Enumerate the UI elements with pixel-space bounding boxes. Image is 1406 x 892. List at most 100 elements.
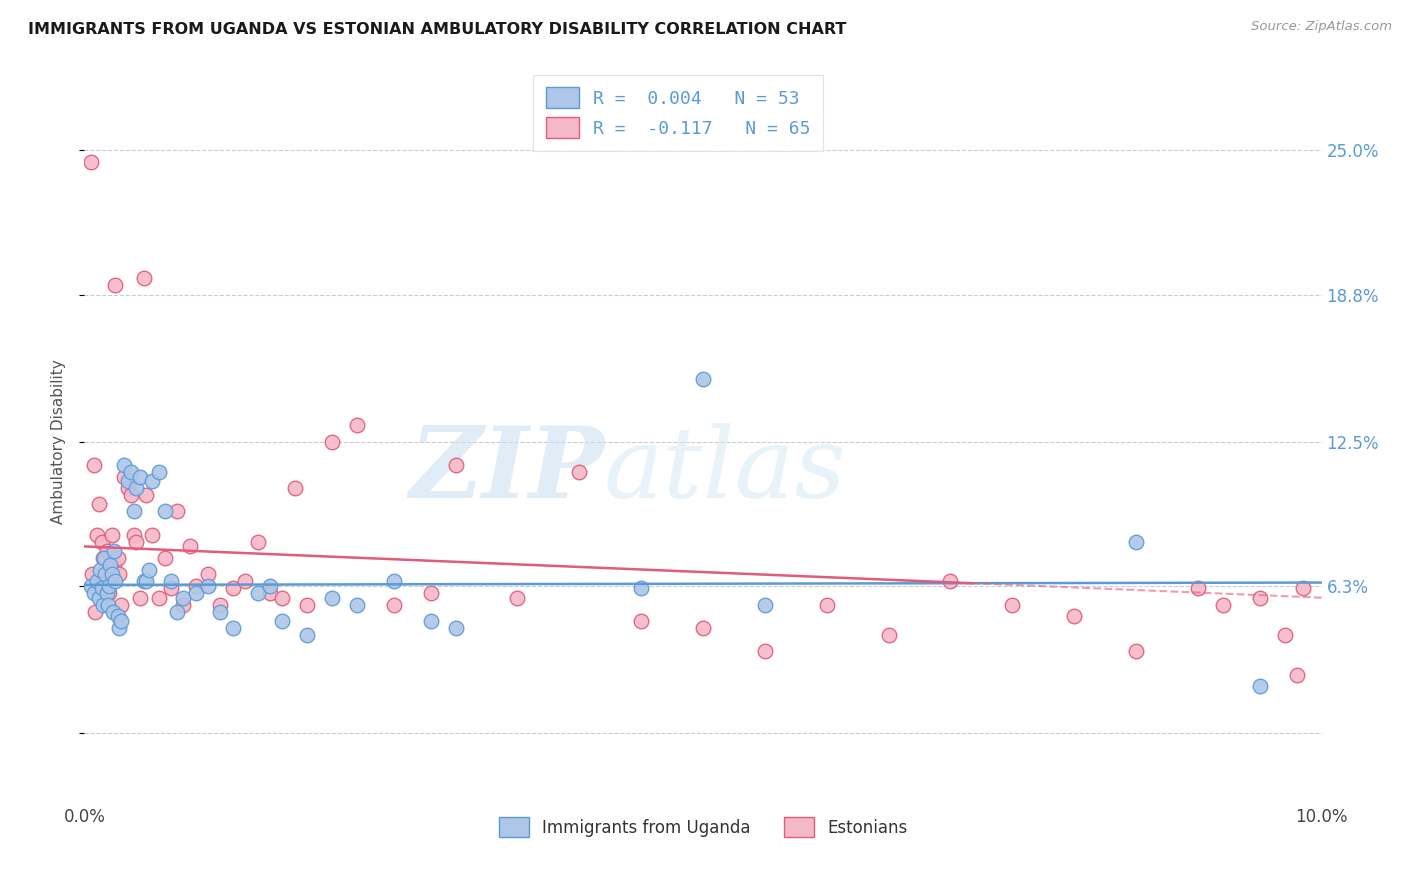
- Point: [1249, 679, 1271, 693]
- Point: [93, 574, 115, 589]
- Point: [120, 465, 142, 479]
- Point: [259, 586, 281, 600]
- Point: [271, 614, 294, 628]
- Point: [284, 481, 307, 495]
- Point: [135, 574, 157, 589]
- Point: [160, 582, 183, 596]
- Point: [222, 621, 245, 635]
- Point: [129, 591, 152, 605]
- Point: [209, 598, 232, 612]
- Point: [110, 614, 132, 628]
- Point: [444, 621, 467, 635]
- Point: [1212, 598, 1234, 612]
- Point: [153, 504, 176, 518]
- Point: [153, 551, 176, 566]
- Point: [97, 598, 120, 612]
- Point: [184, 579, 207, 593]
- Point: [104, 574, 127, 589]
- Point: [89, 591, 111, 605]
- Point: [112, 469, 135, 483]
- Point: [1285, 667, 1308, 681]
- Point: [815, 598, 838, 612]
- Point: [107, 551, 129, 566]
- Point: [939, 574, 962, 589]
- Point: [138, 563, 160, 577]
- Point: [506, 591, 529, 605]
- Point: [419, 586, 441, 600]
- Point: [107, 609, 129, 624]
- Point: [93, 551, 115, 566]
- Y-axis label: Ambulatory Disability: Ambulatory Disability: [51, 359, 66, 524]
- Point: [166, 504, 188, 518]
- Point: [112, 458, 135, 472]
- Point: [94, 574, 117, 589]
- Point: [179, 540, 201, 554]
- Point: [1001, 598, 1024, 612]
- Point: [129, 469, 152, 483]
- Point: [184, 586, 207, 600]
- Point: [197, 567, 219, 582]
- Point: [83, 458, 105, 472]
- Point: [79, 579, 101, 593]
- Point: [271, 591, 294, 605]
- Point: [754, 598, 776, 612]
- Text: IMMIGRANTS FROM UGANDA VS ESTONIAN AMBULATORY DISABILITY CORRELATION CHART: IMMIGRANTS FROM UGANDA VS ESTONIAN AMBUL…: [28, 22, 846, 37]
- Point: [103, 544, 125, 558]
- Point: [209, 605, 232, 619]
- Point: [91, 598, 114, 612]
- Point: [1274, 628, 1296, 642]
- Point: [86, 528, 108, 542]
- Point: [346, 598, 368, 612]
- Point: [108, 621, 131, 635]
- Point: [89, 563, 111, 577]
- Point: [1187, 582, 1209, 596]
- Point: [89, 498, 111, 512]
- Point: [172, 598, 194, 612]
- Text: atlas: atlas: [605, 423, 846, 518]
- Point: [630, 614, 652, 628]
- Point: [233, 574, 256, 589]
- Point: [98, 579, 121, 593]
- Point: [101, 605, 124, 619]
- Point: [117, 474, 139, 488]
- Point: [444, 458, 467, 472]
- Point: [1292, 582, 1315, 596]
- Point: [96, 586, 118, 600]
- Point: [110, 598, 132, 612]
- Point: [91, 551, 114, 566]
- Point: [877, 628, 900, 642]
- Point: [160, 574, 183, 589]
- Point: [259, 579, 281, 593]
- Point: [419, 614, 441, 628]
- Point: [1125, 534, 1147, 549]
- Point: [96, 544, 118, 558]
- Point: [692, 371, 714, 385]
- Point: [120, 488, 142, 502]
- Point: [132, 574, 155, 589]
- Point: [246, 534, 269, 549]
- Point: [321, 434, 343, 449]
- Point: [132, 271, 155, 285]
- Text: ZIP: ZIP: [409, 422, 605, 518]
- Point: [122, 504, 145, 518]
- Point: [122, 528, 145, 542]
- Point: [1249, 591, 1271, 605]
- Point: [568, 465, 591, 479]
- Point: [321, 591, 343, 605]
- Point: [103, 558, 125, 572]
- Point: [125, 534, 148, 549]
- Point: [692, 621, 714, 635]
- Point: [197, 579, 219, 593]
- Point: [79, 154, 101, 169]
- Point: [108, 567, 131, 582]
- Point: [117, 481, 139, 495]
- Point: [104, 278, 127, 293]
- Point: [382, 574, 405, 589]
- Point: [346, 418, 368, 433]
- Point: [135, 488, 157, 502]
- Legend: Immigrants from Uganda, Estonians: Immigrants from Uganda, Estonians: [491, 809, 915, 845]
- Point: [125, 481, 148, 495]
- Point: [295, 628, 318, 642]
- Point: [80, 567, 103, 582]
- Point: [1063, 609, 1085, 624]
